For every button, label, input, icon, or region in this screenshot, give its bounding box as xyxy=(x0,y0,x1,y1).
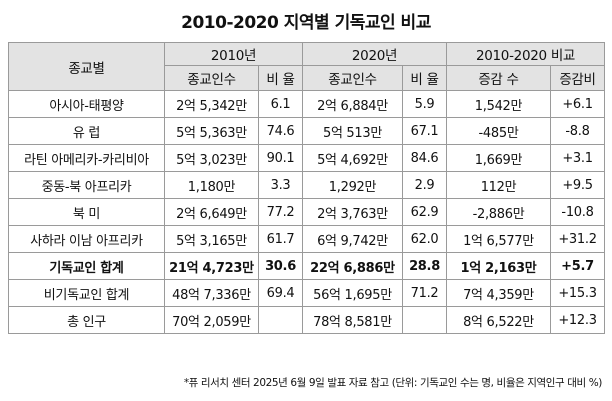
row-label: 사하라 이남 아프리카 xyxy=(8,225,165,253)
cell-change-count: 1,542만 xyxy=(446,90,551,118)
cell-believers-2020: 5억 4,692만 xyxy=(302,144,403,172)
cell-change-count: 112만 xyxy=(446,171,551,199)
cell-change-count: 1억 2,163만 xyxy=(446,252,551,280)
cell-believers-2010: 2억 5,342만 xyxy=(164,90,259,118)
header-change-ratio: 증감비 xyxy=(550,65,605,91)
cell-change-count: -485만 xyxy=(446,117,551,145)
cell-believers-2020: 78억 8,581만 xyxy=(302,306,403,334)
cell-ratio-2020 xyxy=(402,306,447,334)
row-label: 비기독교인 합계 xyxy=(8,279,165,307)
cell-ratio-2010: 69.4 xyxy=(258,279,303,307)
cell-ratio-2010: 74.6 xyxy=(258,117,303,145)
cell-ratio-2020: 5.9 xyxy=(402,90,447,118)
row-label: 아시아-태평양 xyxy=(8,90,165,118)
header-row-groups: 종교별 2010년 2020년 2010-2020 비교 xyxy=(8,42,605,91)
cell-ratio-2020: 28.8 xyxy=(402,252,447,280)
row-label: 중동-북 아프리카 xyxy=(8,171,165,199)
header-group-compare: 2010-2020 비교 xyxy=(446,42,605,66)
cell-ratio-2020: 2.9 xyxy=(402,171,447,199)
cell-ratio-2020: 62.0 xyxy=(402,225,447,253)
cell-change-ratio: +31.2 xyxy=(550,225,605,253)
cell-ratio-2020: 62.9 xyxy=(402,198,447,226)
header-group-2010: 2010년 xyxy=(164,42,303,66)
table-body: 아시아-태평양 2억 5,342만 6.1 2억 6,884만 5.9 1,542만 +6.… xyxy=(8,90,605,334)
cell-change-ratio: -10.8 xyxy=(550,198,605,226)
cell-believers-2010: 21억 4,723만 xyxy=(164,252,259,280)
cell-believers-2020: 2억 6,884만 xyxy=(302,90,403,118)
cell-change-count: 7억 4,359만 xyxy=(446,279,551,307)
cell-change-count: -2,886만 xyxy=(446,198,551,226)
cell-believers-2010: 1,180만 xyxy=(164,171,259,199)
cell-ratio-2010: 6.1 xyxy=(258,90,303,118)
row-label: 기독교인 합계 xyxy=(8,252,165,280)
row-label: 라틴 아메리카-카리비아 xyxy=(8,144,165,172)
cell-believers-2020: 22억 6,886만 xyxy=(302,252,403,280)
cell-believers-2010: 2억 6,649만 xyxy=(164,198,259,226)
cell-change-count: 8억 6,522만 xyxy=(446,306,551,334)
cell-change-ratio: +6.1 xyxy=(550,90,605,118)
header-change-count: 증감 수 xyxy=(446,65,551,91)
header-group-2020: 2020년 xyxy=(302,42,447,66)
comparison-table: 종교별 2010년 2020년 2010-2020 비교 종교인수 비 율 종교… xyxy=(8,42,605,334)
cell-change-ratio: +12.3 xyxy=(550,306,605,334)
cell-believers-2020: 2억 3,763만 xyxy=(302,198,403,226)
cell-believers-2010: 48억 7,336만 xyxy=(164,279,259,307)
cell-ratio-2020: 67.1 xyxy=(402,117,447,145)
header-believers-2020: 종교인수 xyxy=(302,65,403,91)
header-believers-2010: 종교인수 xyxy=(164,65,259,91)
table-row: 유 럽 5억 5,363만 74.6 5억 513만 67.1 -485만 -8.8 xyxy=(8,117,605,145)
cell-ratio-2020: 71.2 xyxy=(402,279,447,307)
cell-change-ratio: +5.7 xyxy=(550,252,605,280)
cell-believers-2020: 56억 1,695만 xyxy=(302,279,403,307)
cell-change-ratio: +15.3 xyxy=(550,279,605,307)
table-row: 총 인구 70억 2,059만 78억 8,581만 8억 6,522만 +12.3 xyxy=(8,306,605,334)
cell-believers-2010: 70억 2,059만 xyxy=(164,306,259,334)
row-label: 총 인구 xyxy=(8,306,165,334)
cell-ratio-2010: 61.7 xyxy=(258,225,303,253)
page-title: 2010-2020 지역별 기독교인 비교 xyxy=(181,13,431,33)
row-label: 북 미 xyxy=(8,198,165,226)
cell-ratio-2010: 3.3 xyxy=(258,171,303,199)
cell-believers-2020: 1,292만 xyxy=(302,171,403,199)
table-row: 중동-북 아프리카 1,180만 3.3 1,292만 2.9 112만 +9.5 xyxy=(8,171,605,199)
cell-believers-2010: 5억 3,023만 xyxy=(164,144,259,172)
table-row: 비기독교인 합계 48억 7,336만 69.4 56억 1,695만 71.2 7억 4… xyxy=(8,279,605,307)
cell-change-ratio: +9.5 xyxy=(550,171,605,199)
cell-change-ratio: +3.1 xyxy=(550,144,605,172)
cell-believers-2020: 6억 9,742만 xyxy=(302,225,403,253)
table-row: 라틴 아메리카-카리비아 5억 3,023만 90.1 5억 4,692만 84.6 1,… xyxy=(8,144,605,172)
cell-believers-2010: 5억 3,165만 xyxy=(164,225,259,253)
table-row: 사하라 이남 아프리카 5억 3,165만 61.7 6억 9,742만 62.0 1억 … xyxy=(8,225,605,253)
header-ratio-2020: 비 율 xyxy=(402,65,447,91)
cell-ratio-2020: 84.6 xyxy=(402,144,447,172)
table-row: 아시아-태평양 2억 5,342만 6.1 2억 6,884만 5.9 1,542만 +6.… xyxy=(8,90,605,118)
cell-change-count: 1억 6,577만 xyxy=(446,225,551,253)
cell-ratio-2010: 90.1 xyxy=(258,144,303,172)
cell-change-ratio: -8.8 xyxy=(550,117,605,145)
cell-change-count: 1,669만 xyxy=(446,144,551,172)
cell-ratio-2010 xyxy=(258,306,303,334)
cell-believers-2020: 5억 513만 xyxy=(302,117,403,145)
header-corner: 종교별 xyxy=(8,42,165,91)
table-row: 북 미 2억 6,649만 77.2 2억 3,763만 62.9 -2,886만 -10.… xyxy=(8,198,605,226)
cell-believers-2010: 5억 5,363만 xyxy=(164,117,259,145)
cell-ratio-2010: 30.6 xyxy=(258,252,303,280)
cell-ratio-2010: 77.2 xyxy=(258,198,303,226)
footnote: *퓨 리서치 센터 2025년 6월 9일 발표 자료 참고 (단위: 기독교인… xyxy=(183,377,603,389)
header-row-columns: 종교인수 비 율 종교인수 비 율 증감 수 증감비 xyxy=(9,65,605,91)
row-label: 유 럽 xyxy=(8,117,165,145)
table-row: 기독교인 합계 21억 4,723만 30.6 22억 6,886만 28.8 1억 2,… xyxy=(8,252,605,280)
header-ratio-2010: 비 율 xyxy=(258,65,303,91)
